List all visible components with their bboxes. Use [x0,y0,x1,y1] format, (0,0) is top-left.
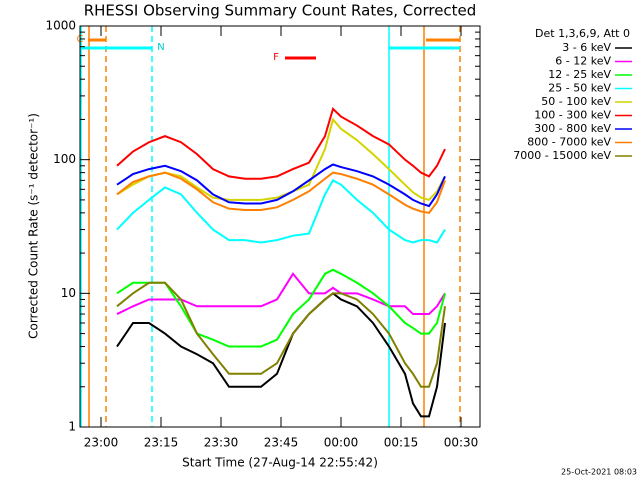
legend-label: 6 - 12 keV [555,55,611,68]
x-tick-label: 23:00 [84,436,119,450]
series-line [116,106,446,180]
series-line [116,179,446,244]
legend-label: 800 - 7000 keV [527,136,611,149]
legend-label: 50 - 100 keV [541,95,611,108]
x-tick-label: 00:30 [444,436,479,450]
x-tick-label: 23:15 [144,436,179,450]
y-axis-label: Corrected Count Rate (s⁻¹ detector⁻¹) [27,113,41,339]
legend-title: Det 1,3,6,9, Att 0 [535,27,630,40]
legend-label: 7000 - 15000 keV [513,149,611,162]
annotation: F [273,52,279,63]
x-tick-label: 00:15 [384,436,419,450]
axes-frame [79,25,481,428]
series-line [116,281,446,388]
y-tick-label: 1 [68,420,76,434]
y-tick-label: 1000 [45,19,76,33]
state-markers [80,26,461,427]
legend-label: 3 - 6 keV [562,41,611,54]
footer: 25-Oct-2021 08:03 [561,468,637,477]
series-line [116,171,446,214]
legend-label: 100 - 300 keV [534,109,611,122]
plot-area [116,106,446,418]
legend-label: 25 - 50 keV [548,82,611,95]
series-line [116,117,446,202]
series-line [116,163,446,208]
legend-label: 300 - 800 keV [534,122,611,135]
x-tick-label: 23:45 [264,436,299,450]
x-tick-label: 00:00 [324,436,359,450]
x-tick-label: 23:30 [204,436,239,450]
chart-title: RHESSI Observing Summary Count Rates, Co… [84,2,477,20]
y-tick-label: 100 [53,152,76,166]
x-axis-label: Start Time (27-Aug-14 22:55:42) [182,456,378,470]
series-line [116,268,446,348]
y-tick-label: 10 [61,286,76,300]
legend-label: 12 - 25 keV [548,68,611,81]
annotation: N [157,42,164,53]
